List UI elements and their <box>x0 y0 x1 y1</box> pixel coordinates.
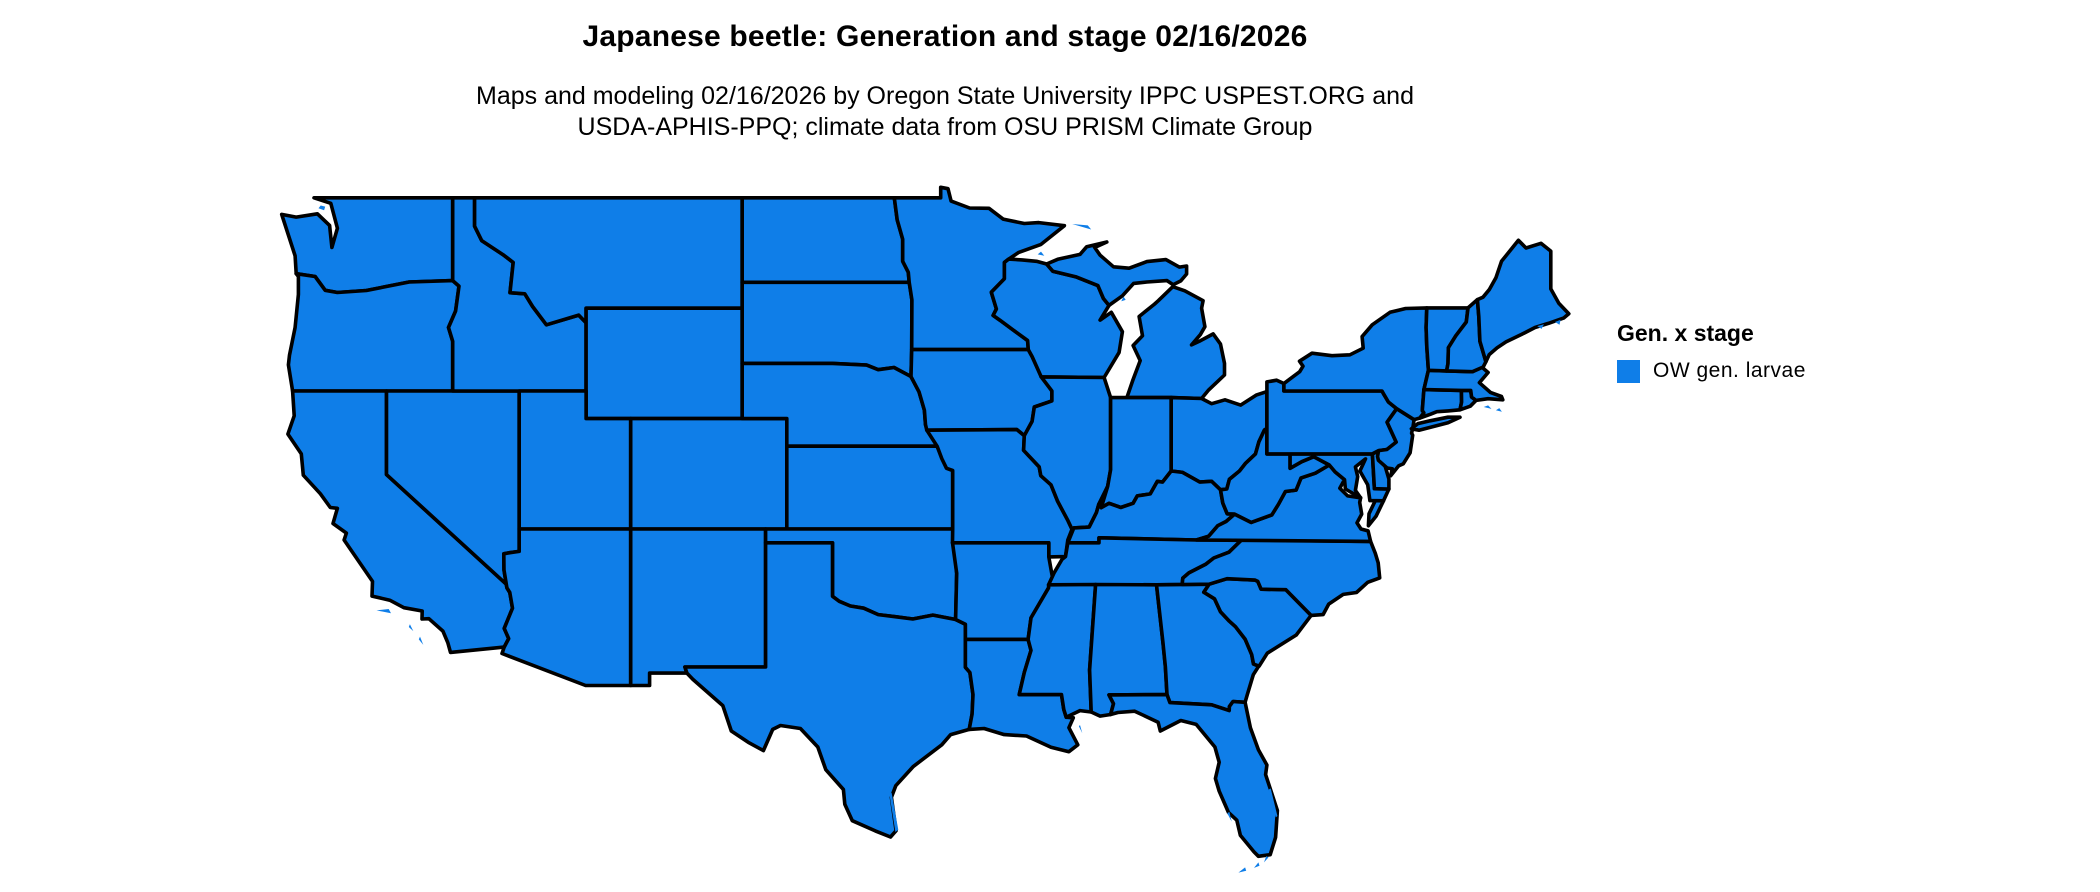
island <box>889 792 899 832</box>
state-AZ <box>500 527 633 688</box>
legend-label: OW gen. larvae <box>1653 359 1806 382</box>
island <box>1037 251 1045 256</box>
island <box>1254 862 1260 868</box>
island <box>418 636 424 645</box>
island <box>1072 224 1092 230</box>
island <box>1264 856 1269 863</box>
island <box>1227 811 1232 822</box>
state-MD <box>1288 452 1391 503</box>
legend-title: Gen. x stage <box>1617 320 1754 346</box>
island <box>318 205 326 211</box>
state-NJ <box>1375 406 1416 478</box>
legend-item: OW gen. larvae <box>1617 359 1937 383</box>
legend-items: OW gen. larvae <box>1617 359 1937 383</box>
island <box>408 624 414 632</box>
state-ND <box>740 196 911 285</box>
state-OR <box>286 271 461 393</box>
island <box>1238 867 1247 873</box>
island <box>1555 319 1561 325</box>
islands-layer <box>318 205 1561 873</box>
island <box>376 609 391 614</box>
island <box>1121 296 1126 302</box>
island <box>1537 324 1544 329</box>
state-KS <box>785 444 955 531</box>
legend-swatch <box>1617 359 1640 383</box>
state-TX <box>683 541 975 839</box>
states-layer <box>279 185 1571 859</box>
state-CO <box>628 416 789 531</box>
page-title: Japanese beetle: Generation and stage 02… <box>582 20 1308 53</box>
island <box>1078 725 1083 734</box>
state-ME <box>1475 238 1571 364</box>
state-WY <box>584 306 744 421</box>
state-CT <box>1418 387 1464 420</box>
island <box>1483 405 1492 409</box>
state-NM <box>628 527 768 688</box>
state-MI <box>1044 240 1227 401</box>
island <box>1495 408 1502 412</box>
legend: Gen. x stage OW gen. larvae <box>1617 320 1937 391</box>
figure-subtitle-line2: USDA-APHIS-PPQ; climate data from OSU PR… <box>577 113 1313 141</box>
state-NC <box>1180 538 1382 618</box>
state-FL <box>1107 692 1280 859</box>
figure-subtitle-line1: Maps and modeling 02/16/2026 by Oregon S… <box>476 82 1414 110</box>
island <box>1268 788 1278 818</box>
